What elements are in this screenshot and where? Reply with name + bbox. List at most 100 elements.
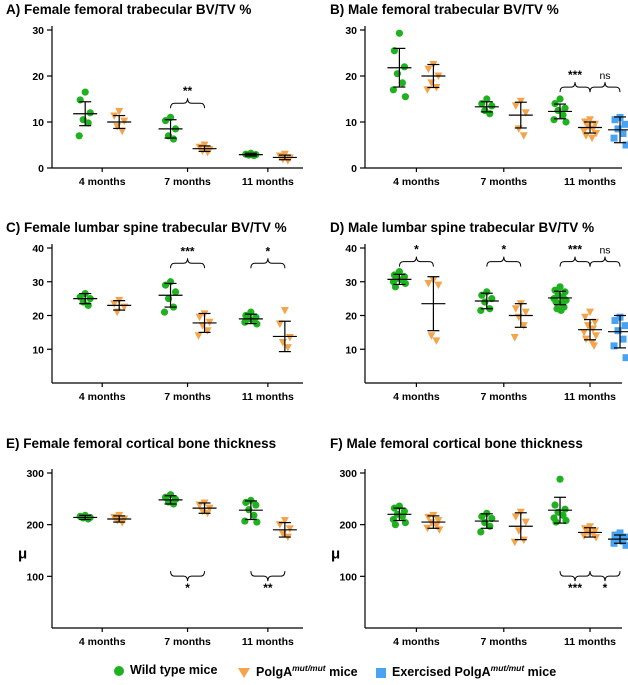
panel-5: E) Female femoral cortical bone thicknes… [6,436,303,648]
data-point [483,95,491,103]
data-point [280,517,289,525]
data-point [621,120,628,128]
panel-title: E) Female femoral cortical bone thicknes… [6,436,276,451]
panel-title: B) Male femoral trabecular BV/TV % [330,2,559,17]
group-wild-type-7-months [158,491,183,508]
significance-bracket [589,571,621,582]
data-point [194,332,203,340]
panel-1: A) Female femoral trabecular BV/TV % 0 10 2… [6,2,303,188]
data-point [622,141,628,149]
group-polga-7-months [508,508,533,547]
data-point [521,518,530,527]
data-point [521,308,530,317]
y-axis-label: μ [331,546,340,563]
group-wild-type-4-months [387,502,412,529]
legend-polga-prefix: PolgA [256,665,293,680]
group-wild-type-4-months [73,511,98,523]
significance-bracket [486,256,522,267]
data-point [586,523,595,531]
data-point [581,313,590,322]
data-point [619,335,627,343]
data-point [283,344,292,352]
group-wild-type-11-months [238,308,263,328]
data-point [477,306,485,315]
data-point [519,132,528,140]
data-point [580,328,589,337]
group-polga-11-months [272,150,297,165]
group-polga-7-months [508,97,533,140]
y-tick-label: 10 [32,117,44,129]
panel-6: F) Male femoral cortical bone thickness 1… [330,436,628,648]
data-point [115,107,124,116]
data-point [552,518,560,526]
x-tick-label: 4 months [393,636,440,648]
significance-label: *** [568,68,582,82]
legend-exercised-prefix: Exercised PolgA [392,665,491,680]
group-wild-type-4-months [73,289,98,309]
significance-bracket [250,571,286,582]
legend-exercised-suffix: mice [524,665,557,680]
data-point [478,512,486,521]
data-point [200,141,209,149]
data-point [203,148,212,157]
data-point [580,532,589,541]
data-point [514,527,523,535]
group-polga-11-months [272,517,297,542]
group-wild-type-7-months [474,509,499,536]
data-point [622,354,628,362]
data-point [552,298,560,306]
group-wild-type-11-months [238,149,263,160]
x-tick-label: 11 months [242,176,294,188]
data-point [586,116,595,124]
significance-bracket [559,82,591,93]
x-tick-label: 7 months [164,636,211,648]
legend-exercised-sup: mut/mut [490,663,525,673]
data-point [510,538,519,547]
y-tick-label: 10 [345,344,357,356]
orange-triangle-icon [238,667,250,678]
data-point [619,130,627,137]
data-point [110,300,119,308]
x-tick-label: 4 months [79,391,126,403]
group-polga-4-months [107,107,132,136]
significance-label: *** [181,244,195,258]
x-tick-label: 4 months [393,176,440,188]
data-point [621,322,628,330]
y-tick-label: 20 [345,311,357,323]
y-tick-label: 30 [32,277,44,289]
data-point [580,127,589,136]
data-point [75,132,83,140]
x-tick-label: 11 months [564,391,616,403]
data-point [285,333,294,342]
y-tick-label: 10 [32,344,44,356]
data-point [511,305,520,313]
data-point [285,525,294,533]
data-point [401,93,409,101]
significance-bracket [589,256,621,267]
data-point [434,517,443,525]
data-point [590,342,599,350]
group-wild-type-11-months [548,475,573,526]
data-point [120,117,129,126]
data-point [169,135,178,143]
data-point [582,132,591,140]
y-tick-label: 30 [32,25,44,37]
data-point [488,102,496,110]
data-point [561,505,569,513]
data-point [550,116,558,124]
data-point [84,119,92,127]
data-point [435,526,444,534]
data-point [592,332,601,340]
x-tick-label: 4 months [393,391,440,403]
data-point [76,96,84,104]
x-tick-label: 7 months [164,391,211,403]
x-tick-label: 11 months [242,636,294,648]
significance-label: * [266,244,271,258]
data-point [556,95,564,103]
y-tick-label: 40 [32,243,44,255]
data-point [551,501,559,509]
significance-label: * [501,243,506,257]
y-tick-label: 100 [339,571,357,583]
data-point [586,308,595,317]
group-polga-4-months [107,296,132,317]
